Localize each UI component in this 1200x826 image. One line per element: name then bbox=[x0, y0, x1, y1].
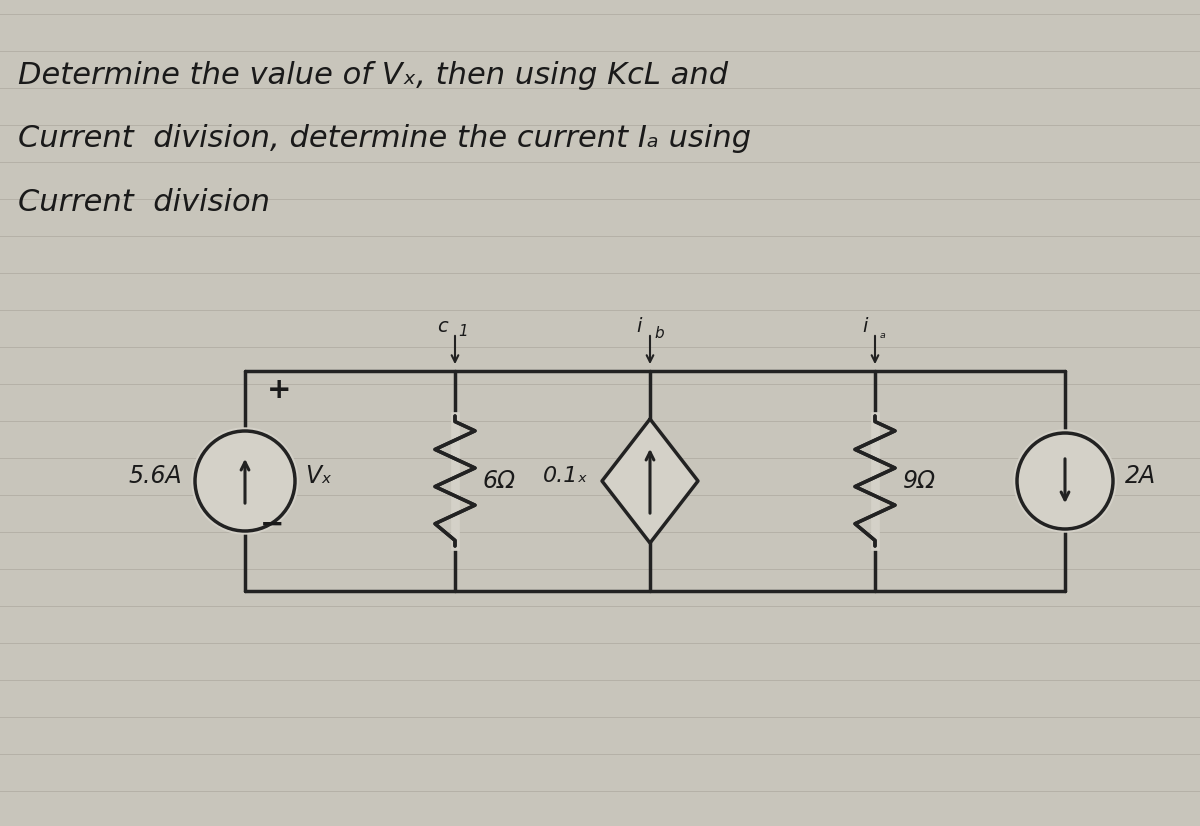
Text: i: i bbox=[637, 317, 642, 336]
Text: i: i bbox=[863, 317, 868, 336]
Text: 1: 1 bbox=[458, 324, 468, 339]
Text: 0.1ₓ: 0.1ₓ bbox=[542, 466, 588, 486]
Text: 6Ω: 6Ω bbox=[482, 469, 516, 493]
Text: 2A: 2A bbox=[1126, 464, 1156, 488]
Text: 5.6A: 5.6A bbox=[128, 464, 182, 488]
Text: Determine the value of Vₓ, then using KcL and: Determine the value of Vₓ, then using Kc… bbox=[18, 61, 728, 90]
Circle shape bbox=[1014, 430, 1116, 532]
Text: c: c bbox=[437, 317, 448, 336]
Text: Current  division, determine the current Iₐ using: Current division, determine the current … bbox=[18, 124, 751, 153]
Circle shape bbox=[192, 428, 298, 534]
Text: Vₓ: Vₓ bbox=[305, 464, 331, 488]
Text: 9Ω: 9Ω bbox=[902, 469, 936, 493]
Polygon shape bbox=[602, 419, 698, 543]
Text: +: + bbox=[268, 376, 292, 404]
Text: ₐ: ₐ bbox=[880, 326, 886, 341]
Text: Current  division: Current division bbox=[18, 188, 270, 217]
Text: −: − bbox=[260, 511, 284, 539]
Text: b: b bbox=[654, 326, 664, 341]
